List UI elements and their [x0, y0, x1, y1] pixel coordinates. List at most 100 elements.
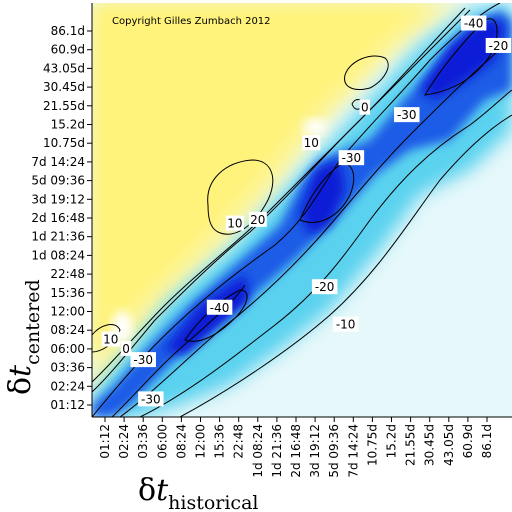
y-tick-label: 3d 19:12: [31, 192, 85, 206]
svg-text:δtcentered: δtcentered: [3, 279, 44, 395]
x-axis-title-subscript: historical: [168, 492, 258, 512]
contour-label: -30: [138, 391, 164, 407]
x-tick-label: 3d 19:12: [308, 424, 322, 478]
contour-label-text: 0: [361, 101, 369, 115]
contour-label-background: [206, 299, 233, 315]
x-tick-label: 7d 14:24: [346, 424, 360, 478]
x-tick-label: 2d 16:48: [289, 424, 303, 478]
contour-label-text: 10: [304, 136, 319, 150]
x-axis-title-symbol: δ: [138, 473, 156, 508]
contour-island-10-d: [92, 324, 121, 353]
contour-label-background: [248, 211, 267, 227]
contour-label-text: -30: [342, 151, 362, 165]
x-tick-label: 08:24: [174, 424, 188, 459]
contour-label-background: [120, 340, 132, 356]
x-tick-label: 60.9d: [461, 424, 475, 458]
x-tick-label: 21.55d: [404, 424, 418, 466]
contour-label-background: [332, 316, 359, 332]
x-axis-ticks: 01:12 02:24 03:36 06:00 08:24 12:00 15:36 22:48…: [98, 417, 494, 478]
x-tick-label: 43.05d: [442, 424, 456, 466]
contour-label: -40: [460, 15, 487, 31]
contour-label-text: 20: [250, 213, 265, 227]
contour-label: -20: [311, 279, 338, 295]
x-axis-title: δthistorical: [138, 473, 258, 512]
x-tick-label: 01:12: [98, 424, 112, 459]
x-tick-label: 86.1d: [480, 424, 494, 458]
y-axis-ticks: 01:12 02:24 03:36 06:00 08:24 12:00 15:36 22:48…: [31, 24, 92, 412]
y-tick-label: 7d 14:24: [31, 155, 85, 169]
y-tick-label: 1d 21:36: [31, 230, 85, 244]
heatmap-min-core-2: [300, 160, 345, 235]
y-tick-label: 15.2d: [51, 118, 85, 132]
contour-label: 10: [302, 135, 321, 151]
x-tick-label: 30.45d: [423, 424, 437, 466]
contour-line-neg20-outer: [139, 89, 512, 417]
x-tick-label: 5d 09:36: [327, 424, 341, 478]
x-tick-label: 12:00: [194, 424, 208, 459]
y-tick-label: 60.9d: [51, 43, 85, 57]
y-tick-label: 02:24: [50, 379, 85, 393]
contour-label: 20: [248, 211, 267, 227]
x-tick-label: 22:48: [232, 424, 246, 459]
contour-line-neg30-b: [299, 163, 355, 223]
contour-label-background: [460, 15, 487, 31]
contour-label-text: -40: [210, 301, 230, 315]
copyright-text: Copyright Gilles Zumbach 2012: [112, 16, 271, 27]
contour-island-10-a: [207, 159, 274, 235]
y-tick-label: 30.45d: [43, 80, 85, 94]
contour-label-background: [338, 150, 365, 166]
x-tick-label: 1d 21:36: [270, 424, 284, 478]
contour-label: 10: [101, 331, 120, 347]
y-tick-label: 03:36: [50, 361, 85, 375]
contour-label: 0: [359, 99, 371, 115]
contour-line-neg40: [424, 18, 498, 96]
contour-label-background: [359, 99, 371, 115]
contour-label-text: 10: [227, 217, 242, 231]
x-tick-label: 02:24: [117, 424, 131, 459]
x-tick-label: 15:36: [213, 424, 227, 459]
y-tick-label: 01:12: [50, 398, 85, 412]
y-tick-label: 86.1d: [51, 24, 85, 38]
contour-label-background: [394, 107, 420, 123]
x-tick-label: 10.75d: [365, 424, 379, 466]
contour-label: 0: [120, 340, 132, 356]
y-axis-title: δtcentered: [3, 279, 44, 395]
contour-label-background: [311, 279, 338, 295]
y-tick-label: 2d 16:48: [31, 211, 85, 225]
contour-label: -30: [130, 352, 156, 368]
contour-label: -10: [332, 316, 359, 332]
contour-label-text: -20: [489, 39, 509, 53]
contour-label-text: -20: [315, 280, 335, 294]
contour-label: -40: [206, 299, 233, 315]
contour-label-text: -40: [464, 17, 484, 31]
svg-text:δthistorical: δthistorical: [138, 473, 258, 512]
y-tick-label: 22:48: [50, 267, 85, 281]
contour-island-10-b: [344, 55, 389, 90]
contour-label-background: [101, 331, 120, 347]
heatmap-highlight-1: [303, 119, 327, 135]
contour-label-background: [302, 135, 321, 151]
contour-label-text: -10: [336, 318, 356, 332]
heatmap-min-core-3: [420, 18, 505, 100]
contour-label: -30: [338, 150, 365, 166]
y-tick-label: 5d 09:36: [31, 174, 85, 188]
y-tick-label: 21.55d: [43, 99, 85, 113]
x-tick-label: 03:36: [136, 424, 150, 459]
x-tick-label: 06:00: [155, 424, 169, 459]
contour-line-neg10-outer: [179, 114, 512, 417]
y-tick-label: 1d 08:24: [31, 248, 85, 262]
y-axis-title-symbol: δ: [3, 377, 38, 395]
y-tick-label: 06:00: [50, 342, 85, 356]
contour-label-text: -30: [141, 392, 161, 406]
contour-label-text: -30: [133, 353, 153, 367]
contour-label-background: [485, 37, 512, 53]
contour-label-background: [138, 391, 164, 407]
contour-label-background: [130, 352, 156, 368]
y-tick-label: 10.75d: [43, 136, 85, 150]
contour-line-neg20: [119, 44, 506, 417]
y-tick-label: 08:24: [50, 323, 85, 337]
heatmap-min-core-1: [165, 275, 250, 355]
